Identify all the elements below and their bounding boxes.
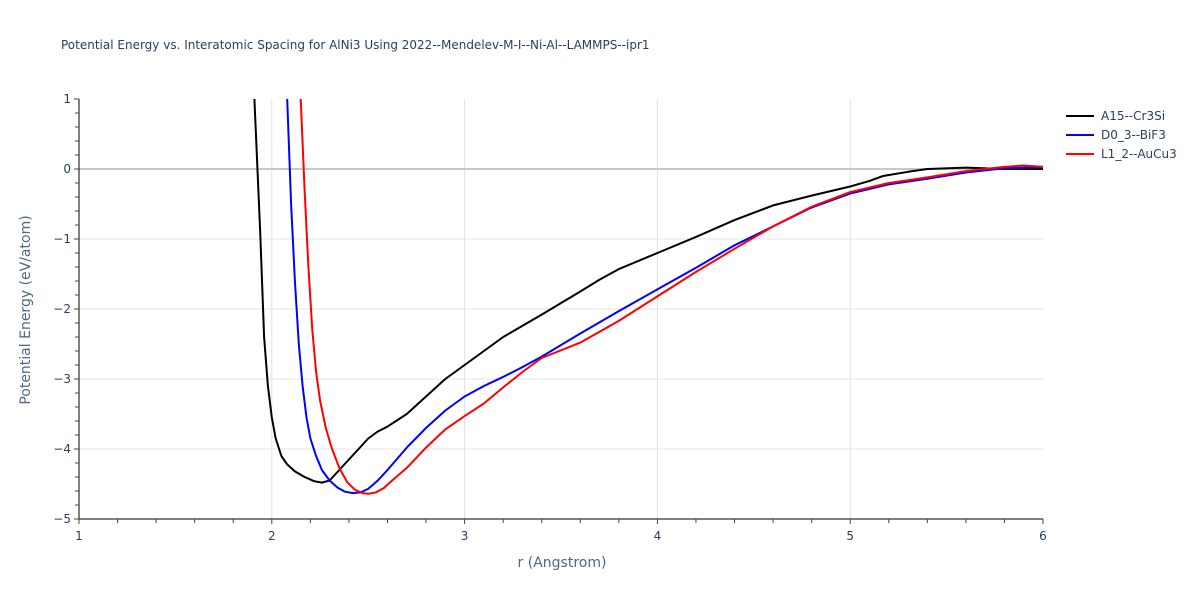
legend-item-a15[interactable]: A15--Cr3Si — [1066, 106, 1177, 125]
legend: A15--Cr3Si D0_3--BiF3 L1_2--AuCu3 — [1066, 106, 1177, 163]
svg-text:0: 0 — [63, 162, 71, 176]
data-traces — [253, 99, 1043, 495]
legend-label: L1_2--AuCu3 — [1101, 146, 1177, 161]
svg-text:3: 3 — [461, 529, 469, 543]
chart-title: Potential Energy vs. Interatomic Spacing… — [61, 38, 650, 52]
svg-text:−2: −2 — [53, 302, 71, 316]
svg-text:6: 6 — [1039, 529, 1047, 543]
legend-label: A15--Cr3Si — [1101, 108, 1166, 123]
y-axis-label: Potential Energy (eV/atom) — [18, 215, 34, 405]
grid-lines — [79, 99, 1043, 519]
legend-item-l12[interactable]: L1_2--AuCu3 — [1066, 144, 1177, 163]
legend-item-d03[interactable]: D0_3--BiF3 — [1066, 125, 1177, 144]
legend-line-icon — [1066, 133, 1094, 136]
legend-line-icon — [1066, 114, 1094, 117]
legend-label: D0_3--BiF3 — [1101, 127, 1166, 142]
svg-text:1: 1 — [75, 529, 83, 543]
svg-text:−5: −5 — [53, 512, 71, 526]
svg-text:5: 5 — [846, 529, 854, 543]
legend-line-icon — [1066, 152, 1094, 155]
svg-text:−3: −3 — [53, 372, 71, 386]
svg-text:−1: −1 — [53, 232, 71, 246]
svg-text:4: 4 — [654, 529, 662, 543]
x-axis-label: r (Angstrom) — [517, 555, 607, 571]
svg-text:2: 2 — [268, 529, 276, 543]
svg-text:−4: −4 — [53, 442, 71, 456]
svg-text:1: 1 — [63, 92, 71, 106]
axes: 1 2 3 4 5 6 1 0 −1 −2 −3 −4 −5 — [53, 92, 1047, 543]
